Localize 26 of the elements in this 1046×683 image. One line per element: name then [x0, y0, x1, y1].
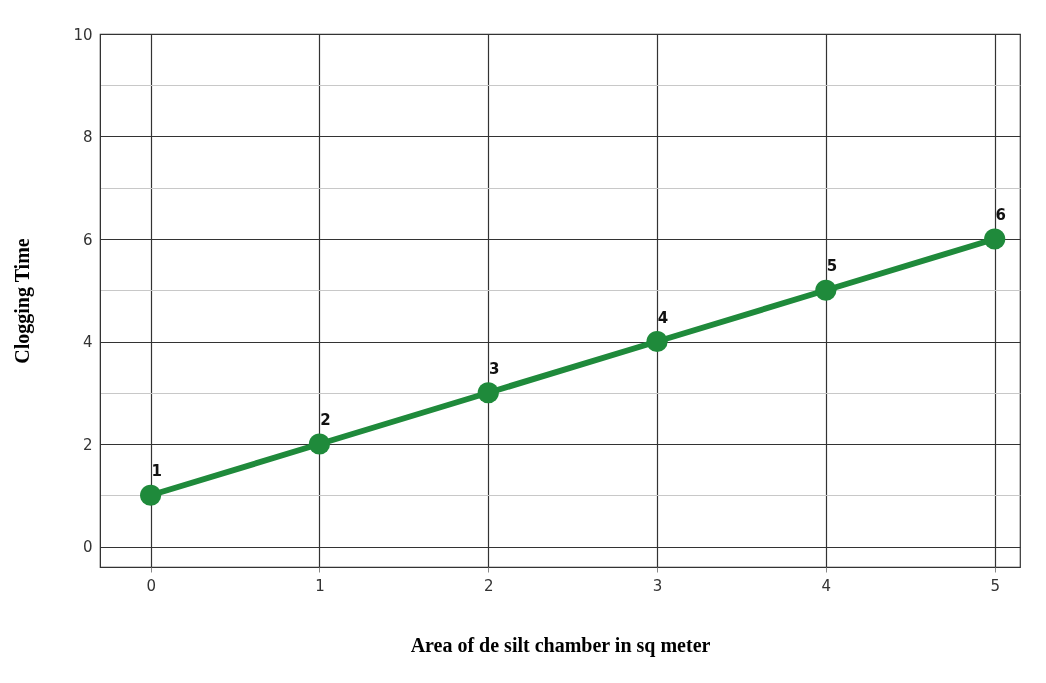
data-label: 3 — [489, 359, 500, 378]
data-label: 1 — [151, 462, 162, 481]
point — [646, 330, 668, 353]
data-label: 5 — [826, 257, 838, 276]
y-tick-label: 0 — [82, 538, 93, 556]
x-tick-label: 0 — [146, 576, 156, 595]
point — [477, 382, 499, 404]
y-tick-label: 8 — [82, 128, 93, 146]
x-tick-label: 5 — [990, 576, 1000, 595]
point — [815, 279, 837, 301]
y-tick-label: 4 — [82, 333, 93, 351]
x-axis-title: Area of de silt chamber in sq meter — [410, 633, 711, 657]
point — [984, 228, 1006, 250]
y-tick-label: 2 — [82, 435, 93, 454]
point — [308, 433, 331, 455]
x-tick-label: 4 — [821, 576, 832, 595]
data-label: 2 — [320, 411, 331, 429]
x-tick-label: 1 — [315, 576, 325, 595]
x-tick-label: 3 — [652, 576, 663, 595]
y-axis-title: Clogging Time — [11, 238, 35, 364]
data-label: 6 — [995, 206, 1006, 224]
y-tick-label: 10 — [73, 25, 93, 44]
data-label: 4 — [657, 308, 669, 327]
point — [140, 484, 162, 506]
y-tick-label: 6 — [82, 230, 93, 249]
x-tick-label: 2 — [483, 576, 494, 595]
